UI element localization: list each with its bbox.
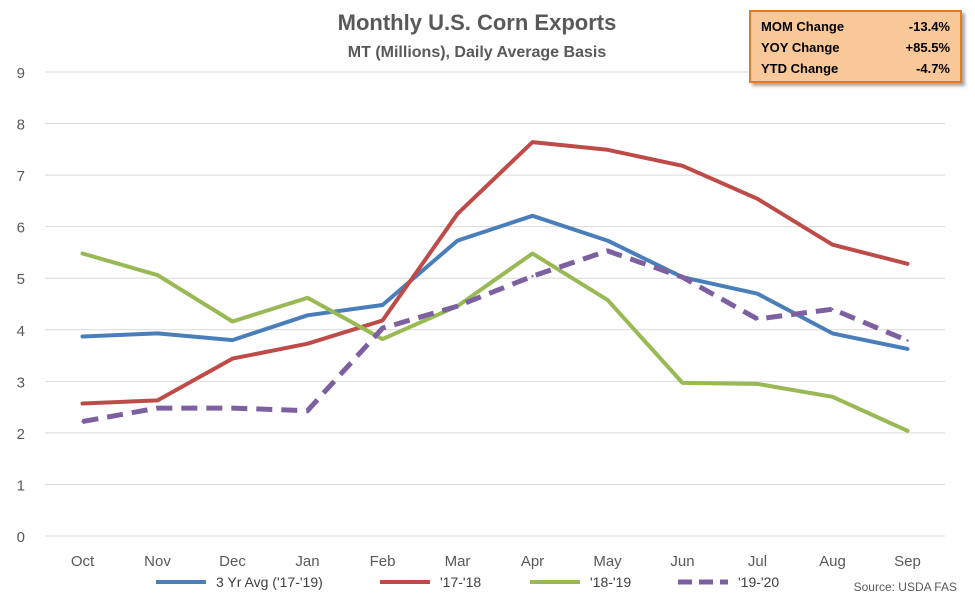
x-tick-label: May [593,553,622,570]
data-point [231,338,234,342]
data-point [306,342,309,345]
data-point [756,292,759,295]
data-point [831,307,834,311]
series-line-0 [80,213,910,351]
legend-item-3yr-avg: 3 Yr Avg ('17-'19) [156,574,323,590]
y-tick-label: 7 [17,168,25,185]
x-tick-label: Apr [521,553,544,570]
data-point [456,239,459,242]
data-point [606,249,609,253]
data-point [831,395,834,398]
stats-value: -4.7% [916,61,950,76]
stats-row-mom: MOM Change -13.4% [761,16,950,37]
legend-item-17-18: '17-'18 [380,574,481,590]
legend-label: '18-'19 [590,574,631,590]
x-tick-label: Mar [445,553,471,570]
data-point [381,319,384,322]
legend-item-18-19: '18-'19 [530,574,631,590]
data-point [156,399,159,402]
y-tick-label: 1 [17,477,25,494]
y-axis-tick-labels: 0 1 2 3 4 5 6 7 8 9 [17,65,25,546]
change-stats-box: MOM Change -13.4% YOY Change +85.5% YTD … [749,10,962,83]
y-tick-label: 5 [17,271,25,288]
stats-value: +85.5% [905,40,950,55]
data-point [531,252,534,255]
stats-row-yoy: YOY Change +85.5% [761,37,950,58]
data-point [906,339,909,342]
data-point [156,406,159,410]
data-point [531,274,534,278]
data-point [906,429,909,433]
data-point [156,273,159,277]
data-point [906,262,909,265]
data-point [156,332,159,335]
legend-label: 3 Yr Avg ('17-'19) [216,574,323,590]
data-point [381,303,384,307]
stats-label: YTD Change [761,61,839,76]
legend-label: '19-'20 [738,574,779,590]
y-tick-label: 3 [17,374,25,391]
stats-row-ytd: YTD Change -4.7% [761,58,950,79]
data-point [381,327,384,330]
x-tick-label: Oct [71,553,95,570]
data-point [681,164,684,168]
y-tick-label: 8 [17,117,25,134]
data-point [681,381,684,385]
data-point [456,304,459,308]
x-tick-label: Jun [670,553,694,570]
data-point [831,243,834,246]
series-line-2 [80,251,910,433]
y-tick-label: 6 [17,220,25,237]
x-tick-label: Nov [144,553,171,570]
source-note: Source: USDA FAS [853,580,957,594]
x-tick-label: Sep [894,553,921,570]
data-point [81,252,84,255]
data-point [606,148,609,152]
stats-label: YOY Change [761,40,840,55]
data-point [81,420,84,423]
data-point [306,296,309,300]
x-tick-label: Dec [219,553,246,570]
series-lines [80,140,910,433]
data-point [681,275,684,279]
data-point [231,320,234,323]
data-point [831,332,834,335]
data-point [756,317,759,321]
data-point [381,337,384,341]
legend-label: '17-'18 [440,574,481,590]
series-line-3 [82,248,909,424]
data-point [81,402,84,405]
y-tick-label: 0 [17,529,25,546]
data-point [756,197,759,201]
chart-title: Monthly U.S. Corn Exports [338,10,617,35]
data-point [606,239,609,242]
gridlines [45,71,945,537]
series-line-1 [80,140,910,406]
data-point [231,406,234,410]
data-point [906,347,909,351]
chart-legend: 3 Yr Avg ('17-'19) '17-'18 '18-'19 '19-'… [156,574,779,590]
data-point [756,382,759,386]
y-tick-label: 4 [17,323,25,340]
data-point [231,357,234,360]
x-tick-label: Jul [748,553,767,570]
x-tick-label: Jan [295,553,319,570]
y-tick-label: 9 [17,65,25,82]
data-point [306,409,309,412]
data-point [306,314,309,317]
x-axis-tick-labels: Oct Nov Dec Jan Feb Mar Apr May Jun Jul Aug Sep [71,553,921,570]
x-tick-label: Feb [370,553,396,570]
data-point [531,140,534,144]
data-point [456,212,459,215]
data-point [81,335,84,338]
legend-item-19-20: '19-'20 [678,574,779,590]
x-tick-label: Aug [819,553,846,570]
chart-subtitle: MT (Millions), Daily Average Basis [348,44,607,61]
y-tick-label: 2 [17,426,25,443]
stats-label: MOM Change [761,19,845,34]
data-point [531,214,534,218]
stats-value: -13.4% [908,19,950,34]
data-point [606,298,609,302]
